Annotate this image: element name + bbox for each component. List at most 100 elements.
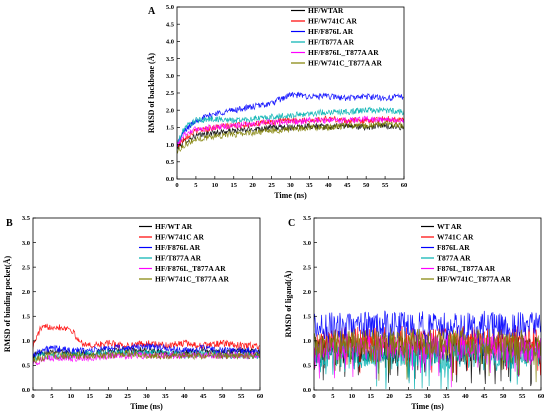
legend-label: HF/T877A AR <box>308 38 355 47</box>
x-tick-label: 30 <box>287 182 294 189</box>
legend-label: HF/WT AR <box>155 222 193 231</box>
x-tick-label: 55 <box>238 393 245 400</box>
legend-label: HF/F876L_T877A AR <box>308 48 379 57</box>
x-tick-label: 15 <box>368 393 375 400</box>
panel-letter: A <box>148 6 156 17</box>
y-tick-label: 0.5 <box>22 363 31 370</box>
x-tick-label: 60 <box>257 393 264 400</box>
y-tick-label: 4.5 <box>166 21 175 28</box>
y-tick-label: 3.5 <box>166 56 175 63</box>
x-tick-label: 40 <box>181 393 188 400</box>
x-tick-label: 25 <box>405 393 412 400</box>
series-line-2 <box>33 323 260 351</box>
x-tick-label: 0 <box>312 393 315 400</box>
legend-label: HF/F876L_T877A AR <box>155 264 226 273</box>
series-line-3 <box>177 91 404 147</box>
y-tick-label: 1.0 <box>166 142 174 149</box>
x-tick-label: 55 <box>519 393 526 400</box>
series-line-5 <box>177 115 404 146</box>
x-tick-label: 30 <box>424 393 431 400</box>
x-tick-label: 15 <box>231 182 238 189</box>
legend-label: HF/F876L AR <box>155 243 201 252</box>
y-tick-label: 2.5 <box>22 264 31 271</box>
y-tick-label: 0.5 <box>303 363 312 370</box>
x-tick-label: 35 <box>443 393 450 400</box>
y-tick-label: 0.5 <box>166 159 175 166</box>
y-tick-label: 3.0 <box>166 73 174 80</box>
y-axis-label: RMSD of backbone (Å) <box>147 53 156 134</box>
legend-label: F876L AR <box>437 243 470 252</box>
x-tick-label: 40 <box>325 182 332 189</box>
series-lines <box>177 91 404 154</box>
plot-frame <box>32 217 261 391</box>
y-axis-label: RMSD of ligand(Å) <box>284 270 293 337</box>
legend-label: HF/W741C AR <box>308 17 358 26</box>
y-tick-label: 0.0 <box>22 387 30 394</box>
panel-a: A 0 5 10 15 20 25 30 35 40 45 50 55 60 0.0 0.5 1.0 1.5 2.0… <box>147 4 407 200</box>
x-axis-label: Time (ns) <box>274 191 307 200</box>
x-tick-label: 60 <box>401 182 408 189</box>
series-lines <box>33 323 260 366</box>
x-tick-label: 60 <box>538 393 545 400</box>
y-tick-label: 2.0 <box>303 289 311 296</box>
legend-label: HF/F876L AR <box>308 27 354 36</box>
y-tick-label: 3.0 <box>22 240 30 247</box>
x-tick-label: 25 <box>268 182 275 189</box>
x-tick-label: 25 <box>124 393 131 400</box>
series-lines <box>314 310 541 390</box>
series-line-6 <box>177 120 404 154</box>
x-tick-label: 35 <box>162 393 169 400</box>
y-tick-label: 0.0 <box>303 387 311 394</box>
x-tick-label: 30 <box>143 393 150 400</box>
legend-label: F876L_T877A AR <box>437 264 496 273</box>
y-tick-label: 5.0 <box>166 4 174 11</box>
legend-label: W741C AR <box>437 233 474 242</box>
y-tick-label: 2.0 <box>166 107 174 114</box>
series-line-1 <box>177 122 404 150</box>
x-tick-label: 45 <box>481 393 488 400</box>
legend-label: T877A AR <box>437 254 471 263</box>
x-tick-label: 5 <box>331 393 335 400</box>
x-tick-label: 50 <box>500 393 507 400</box>
series-line-6 <box>314 327 541 383</box>
panel-c: C 0 5 10 15 20 25 30 35 40 45 50 55 60 0.0 0.5 1.0 1.5 2.0… <box>284 215 544 411</box>
legend-label: WT AR <box>437 222 462 231</box>
series-line-6 <box>33 348 260 364</box>
legend-label: HF/WTAR <box>308 6 344 15</box>
x-tick-label: 5 <box>50 393 54 400</box>
y-tick-label: 3.5 <box>22 215 31 222</box>
x-axis-label: Time (ns) <box>130 402 163 411</box>
y-tick-label: 4.0 <box>166 39 174 46</box>
y-tick-label: 1.0 <box>22 338 30 345</box>
x-tick-label: 50 <box>363 182 370 189</box>
x-tick-label: 5 <box>194 182 198 189</box>
x-axis-label: Time (ns) <box>411 402 444 411</box>
x-tick-label: 45 <box>344 182 351 189</box>
x-tick-label: 35 <box>306 182 313 189</box>
y-tick-label: 1.5 <box>303 313 312 320</box>
x-tick-label: 20 <box>386 393 393 400</box>
x-tick-label: 55 <box>382 182 389 189</box>
legend-label: HF/W741C AR <box>155 233 205 242</box>
x-tick-label: 0 <box>31 393 34 400</box>
panel-b: B 0 5 10 15 20 25 30 35 40 45 50 55 60 0.0 0.5 1.0 1.5 2.0… <box>3 215 263 411</box>
y-tick-label: 3.5 <box>303 215 312 222</box>
x-tick-label: 0 <box>175 182 178 189</box>
legend-label: HF/T877A AR <box>155 254 202 263</box>
x-tick-label: 15 <box>87 393 94 400</box>
x-tick-label: 40 <box>462 393 469 400</box>
series-line-2 <box>177 115 404 148</box>
y-tick-label: 2.5 <box>166 90 175 97</box>
x-tick-label: 20 <box>105 393 112 400</box>
panel-letter: B <box>6 218 13 229</box>
panel-letter: C <box>288 218 295 229</box>
y-tick-label: 1.0 <box>303 338 311 345</box>
x-tick-label: 10 <box>212 182 219 189</box>
y-tick-label: 2.0 <box>22 289 30 296</box>
y-tick-label: 1.5 <box>22 313 31 320</box>
x-tick-label: 45 <box>200 393 207 400</box>
